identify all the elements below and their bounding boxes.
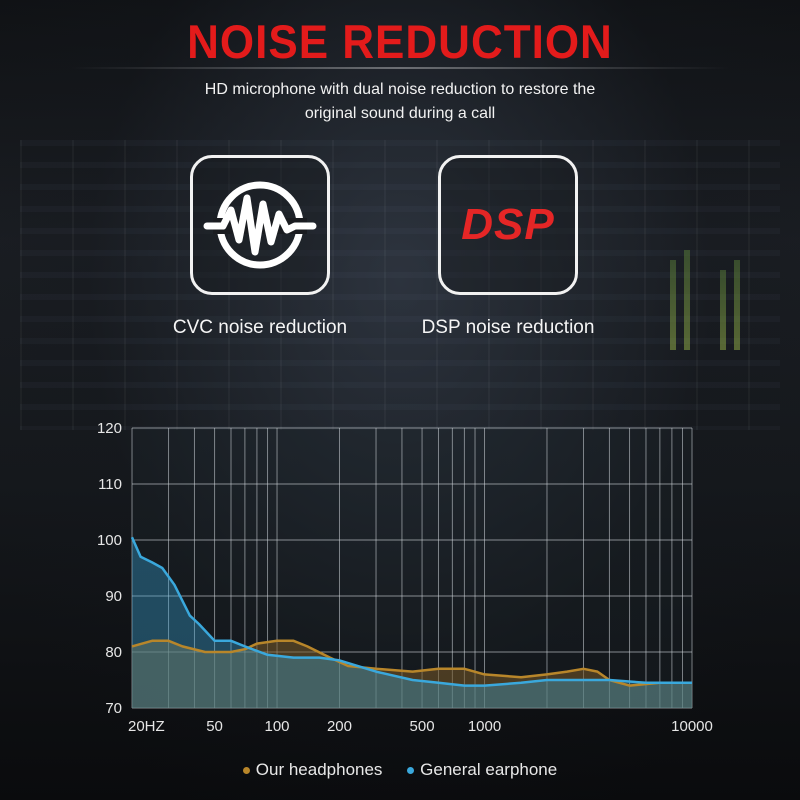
feature-cvc: CVC noise reduction: [140, 155, 380, 339]
dsp-label: DSP noise reduction: [421, 317, 595, 338]
level-meter: [684, 250, 690, 350]
legend-item-general: General earphone: [407, 760, 557, 780]
dsp-icon: DSP: [461, 200, 555, 249]
y-tick-label: 120: [97, 420, 122, 437]
series-area: [132, 640, 692, 708]
series-area: [132, 537, 692, 708]
level-meter: [734, 260, 740, 350]
legend-label-ours: Our headphones: [255, 760, 383, 779]
y-tick-label: 90: [105, 588, 122, 605]
x-tick-label: 1000: [468, 718, 501, 735]
legend-item-ours: Our headphones: [242, 760, 383, 780]
mixing-console-backdrop: [20, 140, 780, 430]
y-tick-label: 100: [97, 532, 122, 549]
level-meter: [670, 260, 676, 350]
legend-label-general: General earphone: [420, 760, 558, 779]
legend-dot-ours: [242, 767, 250, 775]
cvc-label: CVC noise reduction: [172, 317, 348, 338]
x-tick-label: 500: [410, 718, 435, 735]
subtitle-line-2: original sound during a call: [304, 105, 496, 122]
x-tick-label: 10000: [671, 718, 713, 735]
sound-wave-icon: [203, 181, 317, 269]
frequency-chart: 120 110 100 90 80 70 20HZ 50 100 200 500 1000 10000: [97, 420, 713, 735]
page-subtitle: HD microphone with dual noise reduction …: [100, 78, 700, 126]
title-divider: [70, 67, 730, 69]
y-tick-label: 70: [105, 700, 122, 717]
subtitle-line-1: HD microphone with dual noise reduction …: [204, 81, 596, 98]
x-tick-label: 200: [327, 718, 352, 735]
x-tick-label: 100: [265, 718, 290, 735]
y-tick-label: 80: [105, 644, 122, 661]
series-line: [130, 536, 692, 687]
chart-legend: Our headphones General earphone: [0, 760, 800, 780]
legend-dot-general: [407, 767, 415, 775]
x-tick-label: 20HZ: [128, 718, 165, 735]
series-line: [131, 639, 692, 687]
cvc-icon-box: [190, 155, 330, 295]
y-tick-label: 110: [98, 476, 122, 493]
page-title: NOISE REDUCTION: [187, 15, 613, 69]
dsp-icon-box: DSP: [438, 155, 578, 295]
level-meter: [720, 270, 726, 350]
feature-dsp: DSP DSP noise reduction: [388, 155, 628, 339]
x-tick-label: 50: [206, 718, 223, 735]
